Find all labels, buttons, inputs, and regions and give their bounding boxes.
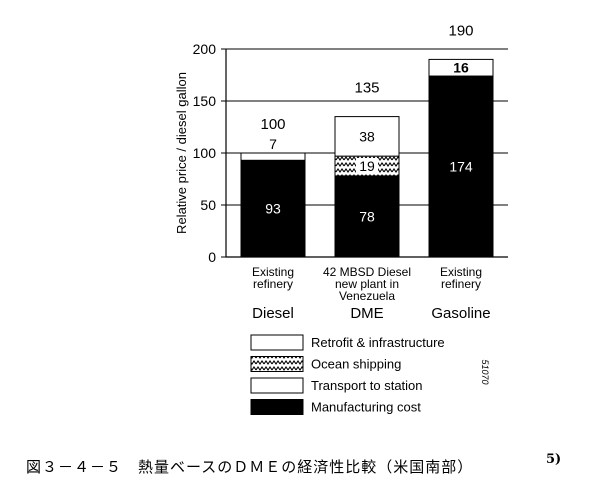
legend-swatch-3 xyxy=(250,399,304,415)
y-tick-label-200: 200 xyxy=(193,41,217,57)
legend-entry-1: Ocean shipping xyxy=(311,357,401,372)
bar-segment-dme-3 xyxy=(334,116,400,157)
y-axis-title: Relative price / diesel gallon xyxy=(174,72,189,234)
x-category-label-diesel: Diesel xyxy=(252,305,294,322)
legend-swatch-2 xyxy=(250,377,304,394)
y-tick-label-50: 50 xyxy=(200,197,216,213)
data-label-dme-3: 38 xyxy=(359,128,375,144)
legend-swatch-1 xyxy=(250,356,304,372)
bar-total-gasoline: 190 xyxy=(448,22,473,39)
data-label-dme-2: 19 xyxy=(359,158,375,174)
legend-entry-0: Retrofit & infrastructure xyxy=(311,335,445,350)
x-category-note-diesel-0: Existing xyxy=(252,265,294,279)
data-label-gasoline-0: 174 xyxy=(449,159,473,175)
bar-segment-dme-0 xyxy=(334,175,400,258)
data-label-gasoline-1: 16 xyxy=(453,60,469,76)
data-label-diesel-1: 7 xyxy=(269,136,277,152)
y-tick-label-100: 100 xyxy=(193,145,217,161)
x-category-note-diesel-1: refinery xyxy=(253,277,293,291)
y-tick-label-0: 0 xyxy=(208,249,216,265)
x-category-note-dme-0: 42 MBSD Diesel xyxy=(323,265,411,279)
bar-segment-gasoline-0 xyxy=(428,75,494,258)
legend-entry-2: Transport to station xyxy=(311,378,423,393)
bar-segment-diesel-0 xyxy=(240,159,306,258)
data-label-dme-0: 78 xyxy=(359,208,375,224)
x-category-label-gasoline: Gasoline xyxy=(431,305,490,322)
bar-total-dme: 135 xyxy=(354,80,379,97)
x-category-note-gasoline-0: Existing xyxy=(440,265,482,279)
bar-segment-gasoline-1 xyxy=(428,58,494,77)
x-category-label-dme: DME xyxy=(350,305,383,322)
x-category-note-gasoline-1: refinery xyxy=(441,277,481,291)
figure-caption: 図３－４－５ 熱量ベースのＤＭＥの経済性比較（米国南部） xyxy=(26,458,474,476)
bar-segment-diesel-1 xyxy=(240,152,306,161)
bar-total-diesel: 100 xyxy=(260,116,285,133)
legend-entry-3: Manufacturing cost xyxy=(311,400,421,415)
y-tick-label-150: 150 xyxy=(193,93,217,109)
data-label-diesel-0: 93 xyxy=(265,201,281,217)
x-category-note-dme-1: new plant in xyxy=(335,277,399,291)
label-backing xyxy=(356,158,378,173)
x-category-note-dme-2: Venezuela xyxy=(339,289,395,303)
figure-reference: 5) xyxy=(546,452,562,467)
legend-swatch-0 xyxy=(250,334,304,351)
figure-code: 51070 xyxy=(480,359,490,384)
